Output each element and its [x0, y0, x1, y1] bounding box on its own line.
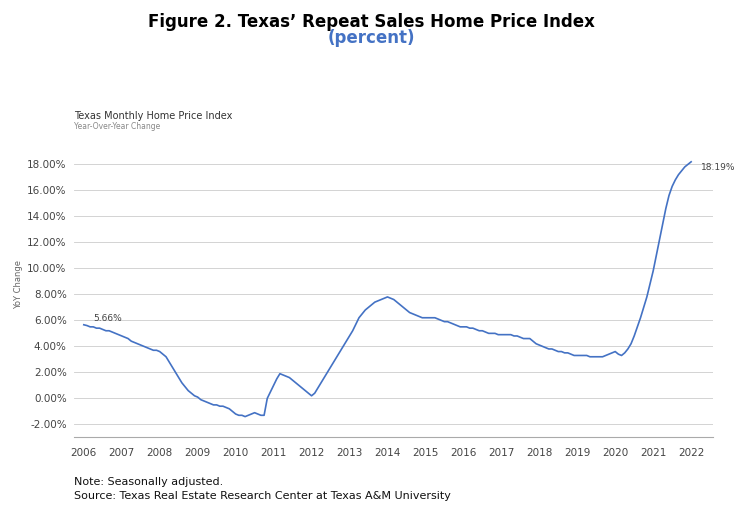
Text: 5.66%: 5.66% [94, 314, 122, 323]
Text: Year-Over-Year Change: Year-Over-Year Change [74, 122, 160, 131]
Text: Texas Monthly Home Price Index: Texas Monthly Home Price Index [74, 111, 233, 121]
Text: Note: Seasonally adjusted.: Note: Seasonally adjusted. [74, 477, 224, 487]
Text: (percent): (percent) [328, 29, 415, 47]
Y-axis label: YoY Change: YoY Change [14, 260, 23, 309]
Text: 18.19%: 18.19% [701, 163, 735, 172]
Text: Source: Texas Real Estate Research Center at Texas A&M University: Source: Texas Real Estate Research Cente… [74, 491, 451, 501]
Text: Figure 2. Texas’ Repeat Sales Home Price Index: Figure 2. Texas’ Repeat Sales Home Price… [148, 13, 595, 31]
